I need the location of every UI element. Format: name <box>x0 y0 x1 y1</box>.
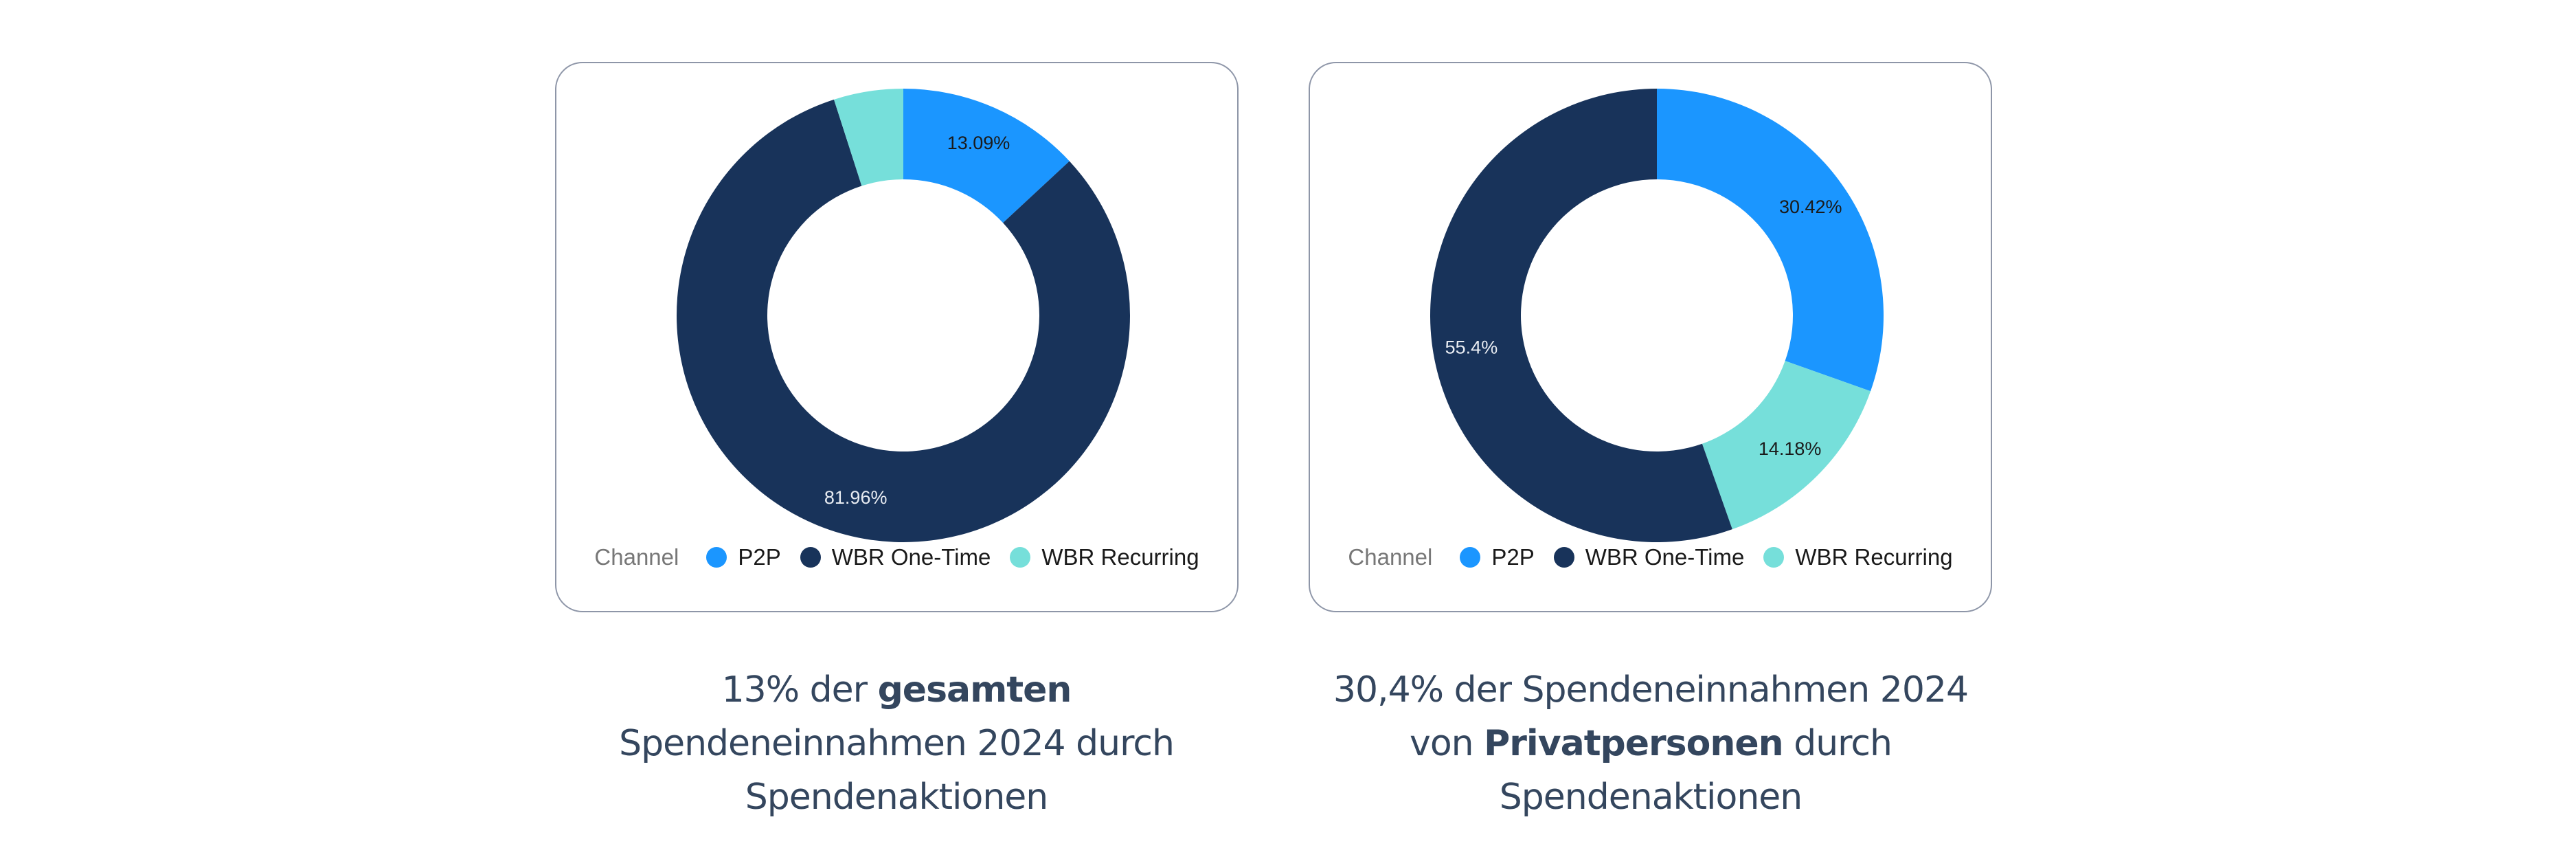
caption-line: Spendeneinnahmen 2024 durch <box>619 723 1175 764</box>
legend-swatch-p2p <box>1460 547 1481 568</box>
caption-total: 13% der gesamten Spendeneinnahmen 2024 d… <box>519 663 1274 824</box>
caption-text: von <box>1410 723 1484 764</box>
caption-line: 13% der gesamten <box>519 663 1274 717</box>
slice-label-wbr-one-time: 81.96% <box>824 487 888 508</box>
slice-label-wbr-recurring: 14.18% <box>1759 438 1822 459</box>
legend-item-p2p[interactable]: P2P <box>706 544 781 570</box>
caption-line: von Privatpersonen durch <box>1273 717 2029 770</box>
donut-chart-total: 13.09% 81.96% <box>677 89 1130 543</box>
slice-p2p[interactable] <box>903 89 1070 223</box>
donut-chart-card-private: 30.42% 14.18% 55.4% Channel P2P WBR One-Ti… <box>1309 62 1992 612</box>
slice-label-wbr-one-time: 55.4% <box>1445 337 1498 357</box>
legend-item-p2p[interactable]: P2P <box>1460 544 1535 570</box>
caption-private: 30,4% der Spendeneinnahmen 2024 von Priv… <box>1273 663 2029 824</box>
caption-line: 30,4% der Spendeneinnahmen 2024 <box>1333 669 1969 711</box>
caption-line: Spendenaktionen <box>1499 777 1803 818</box>
legend-label: WBR Recurring <box>1041 544 1199 570</box>
legend-item-wbr-one-time[interactable]: WBR One-Time <box>800 544 991 570</box>
donut-chart-private: 30.42% 14.18% 55.4% <box>1430 89 1884 542</box>
legend-swatch-p2p <box>706 547 727 568</box>
legend-swatch-wbr-recurring <box>1763 547 1785 568</box>
slice-wbr-one-time[interactable] <box>677 99 1130 543</box>
caption-text: 13% der <box>721 669 878 711</box>
legend-title: Channel <box>1348 544 1433 570</box>
legend-label: P2P <box>1491 544 1535 570</box>
slice-label-p2p: 13.09% <box>947 133 1010 153</box>
chart-legend: Channel P2P WBR One-Time WBR Recurring <box>1310 544 1991 570</box>
slice-wbr-recurring[interactable] <box>834 89 903 186</box>
legend-label: WBR Recurring <box>1795 544 1953 570</box>
legend-swatch-wbr-recurring <box>1010 547 1031 568</box>
legend-item-wbr-one-time[interactable]: WBR One-Time <box>1553 544 1745 570</box>
legend-title: Channel <box>594 544 679 570</box>
slice-p2p[interactable] <box>1657 89 1884 392</box>
legend-item-wbr-recurring[interactable]: WBR Recurring <box>1763 544 1953 570</box>
chart-legend: Channel P2P WBR One-Time WBR Recurring <box>556 544 1237 570</box>
caption-text: durch <box>1783 723 1893 764</box>
legend-swatch-wbr-one-time <box>800 547 821 568</box>
legend-label: WBR One-Time <box>1585 544 1745 570</box>
legend-label: WBR One-Time <box>831 544 991 570</box>
legend-label: P2P <box>738 544 781 570</box>
slice-wbr-one-time[interactable] <box>1430 89 1732 542</box>
caption-emphasis: gesamten <box>877 669 1072 711</box>
legend-item-wbr-recurring[interactable]: WBR Recurring <box>1010 544 1199 570</box>
caption-line: Spendenaktionen <box>745 777 1048 818</box>
caption-emphasis: Privatpersonen <box>1484 723 1784 764</box>
slice-wbr-recurring[interactable] <box>1702 361 1871 530</box>
legend-swatch-wbr-one-time <box>1553 547 1574 568</box>
slice-label-p2p: 30.42% <box>1779 197 1842 217</box>
donut-chart-card-total: 13.09% 81.96% Channel P2P WBR One-Time WB… <box>555 62 1239 612</box>
